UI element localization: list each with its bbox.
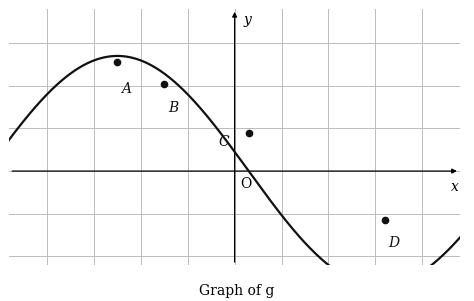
Text: O: O: [240, 178, 252, 191]
Text: y: y: [243, 13, 251, 27]
Text: C: C: [218, 135, 229, 149]
Text: B: B: [168, 101, 178, 115]
Text: Graph of g: Graph of g: [199, 284, 275, 298]
Text: D: D: [389, 236, 400, 250]
Text: A: A: [121, 82, 131, 95]
Text: x: x: [451, 180, 459, 194]
